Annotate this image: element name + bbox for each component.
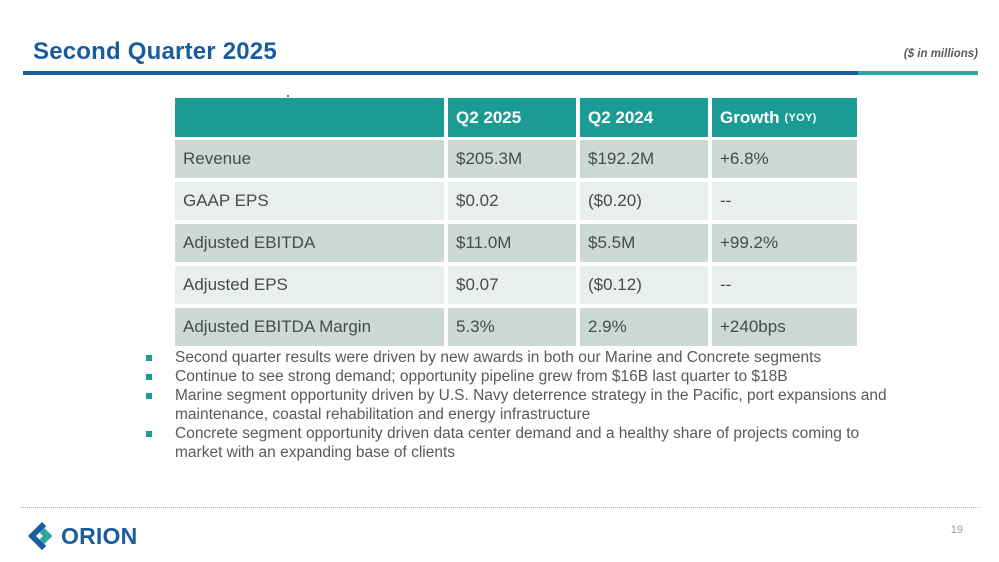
adj-ebitda-q2-2025: $11.0M: [448, 224, 576, 262]
table-header-metric: [175, 98, 444, 137]
table-header-q2-2024: Q2 2024: [580, 98, 708, 137]
adj-eps-growth: --: [712, 266, 857, 304]
page-title: Second Quarter 2025: [33, 38, 277, 65]
stray-dot: [287, 95, 289, 97]
revenue-q2-2025: $205.3M: [448, 140, 576, 178]
title-underline-rule: [23, 71, 978, 75]
bullet-text: Continue to see strong demand; opportuni…: [175, 368, 788, 385]
table-header-q2-2025: Q2 2025: [448, 98, 576, 137]
table-header-growth: Growth (YOY): [712, 98, 857, 137]
orion-logo: ORION: [27, 520, 137, 552]
row-label-ebitda-margin: Adjusted EBITDA Margin: [175, 308, 444, 346]
row-label-adj-ebitda: Adjusted EBITDA: [175, 224, 444, 262]
orion-logo-wordmark: ORION: [61, 522, 138, 549]
growth-label: Growth: [720, 107, 780, 127]
footer-dotted-divider: [20, 507, 980, 508]
units-note: ($ in millions): [903, 48, 978, 60]
ebitda-margin-q2-2024: 2.9%: [580, 308, 708, 346]
list-item: Concrete segment opportunity driven data…: [146, 424, 908, 462]
bullet-square-icon: [146, 431, 152, 437]
gaap-eps-q2-2024: ($0.20): [580, 182, 708, 220]
bullet-square-icon: [146, 393, 152, 399]
bullet-square-icon: [146, 355, 152, 361]
list-item: Second quarter results were driven by ne…: [146, 348, 908, 367]
orion-diamond-icon: [27, 521, 53, 551]
row-label-revenue: Revenue: [175, 140, 444, 178]
ebitda-margin-q2-2025: 5.3%: [448, 308, 576, 346]
adj-ebitda-q2-2024: $5.5M: [580, 224, 708, 262]
row-label-gaap-eps: GAAP EPS: [175, 182, 444, 220]
gaap-eps-growth: --: [712, 182, 857, 220]
bullet-text: Marine segment opportunity driven by U.S…: [175, 387, 887, 423]
adj-eps-q2-2025: $0.07: [448, 266, 576, 304]
growth-yoy-suffix: (YOY): [784, 111, 817, 124]
page-number: 19: [950, 524, 963, 536]
row-label-adj-eps: Adjusted EPS: [175, 266, 444, 304]
financial-results-table: Q2 2025 Q2 2024 Growth (YOY) Revenue $205…: [175, 98, 857, 346]
bullet-text: Second quarter results were driven by ne…: [175, 349, 822, 366]
list-item: Marine segment opportunity driven by U.S…: [146, 386, 908, 424]
revenue-q2-2024: $192.2M: [580, 140, 708, 178]
bullet-text: Concrete segment opportunity driven data…: [175, 425, 860, 461]
bullet-square-icon: [146, 374, 152, 380]
adj-eps-q2-2024: ($0.12): [580, 266, 708, 304]
gaap-eps-q2-2025: $0.02: [448, 182, 576, 220]
list-item: Continue to see strong demand; opportuni…: [146, 367, 908, 386]
ebitda-margin-growth: +240bps: [712, 308, 857, 346]
revenue-growth: +6.8%: [712, 140, 857, 178]
adj-ebitda-growth: +99.2%: [712, 224, 857, 262]
highlights-list: Second quarter results were driven by ne…: [146, 348, 908, 462]
